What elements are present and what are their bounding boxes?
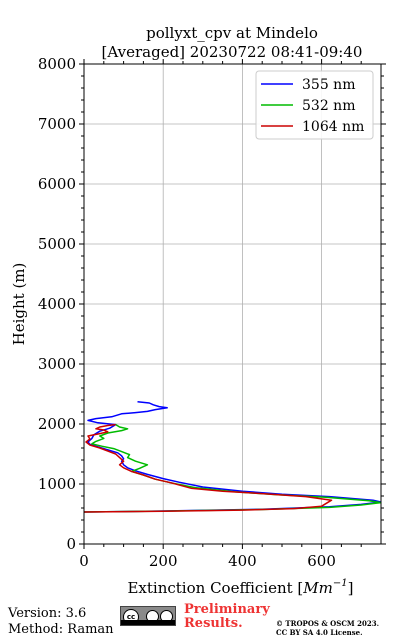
x-tick-label: 200 [149,552,178,570]
legend-label: 532 nm [302,98,355,114]
x-axis-label-unit: Mm [302,579,333,597]
axis-ticks: 0 200 400 600010002000300040005000600070008… [38,55,386,570]
y-tick-label: 7000 [38,115,76,133]
y-tick-label: 2000 [38,415,76,433]
x-axis-label-end: ] [348,579,354,597]
legend: 355 nm 532 nm 1064 nm [255,70,374,140]
y-tick-label: 0 [66,535,76,553]
y-tick-label: 5000 [38,235,76,253]
cc-badge-strip [121,620,175,625]
x-axis-label: Extinction Coefficient [Mm−1] [127,578,353,597]
x-axis-label-base: Extinction Coefficient [ [127,579,303,597]
y-tick-label: 1000 [38,475,76,493]
series-line-355-nm [84,401,381,513]
chart-title: pollyxt_cpv at Mindelo [146,24,318,42]
copyright-line-2: CC BY SA 4.0 License. [276,628,363,637]
version-text: Version: 3.6 [8,606,87,621]
y-tick-label: 4000 [38,295,76,313]
preliminary-line-1: Preliminary [184,602,270,617]
y-axis-label: Height (m) [10,263,28,346]
series-group [84,401,381,513]
legend-box [255,70,374,140]
legend-label: 1064 nm [302,119,364,135]
cc-license-badge: cc [120,606,176,626]
series-line-1064-nm [84,423,333,513]
preliminary-results-note: Preliminary Results. [184,603,270,631]
x-tick-label: 600 [307,552,336,570]
copyright-note: © TROPOS & OSCM 2023. CC BY SA 4.0 Licen… [276,619,379,637]
method-text: Method: Raman [8,622,114,637]
x-tick-label: 400 [228,552,257,570]
copyright-line-1: © TROPOS & OSCM 2023. [276,619,380,628]
x-axis-label-exponent: −1 [333,578,348,589]
chart-subtitle: [Averaged] 20230722 08:41-09:40 [102,43,363,61]
series-line-532-nm [84,423,381,513]
preliminary-line-2: Results. [184,616,243,631]
y-tick-label: 8000 [38,55,76,73]
legend-label: 355 nm [302,77,355,93]
y-tick-label: 6000 [38,175,76,193]
y-tick-label: 3000 [38,355,76,373]
extinction-profile-chart: pollyxt_cpv at Mindelo [Averaged] 202307… [10,24,386,597]
x-tick-label: 0 [79,552,89,570]
